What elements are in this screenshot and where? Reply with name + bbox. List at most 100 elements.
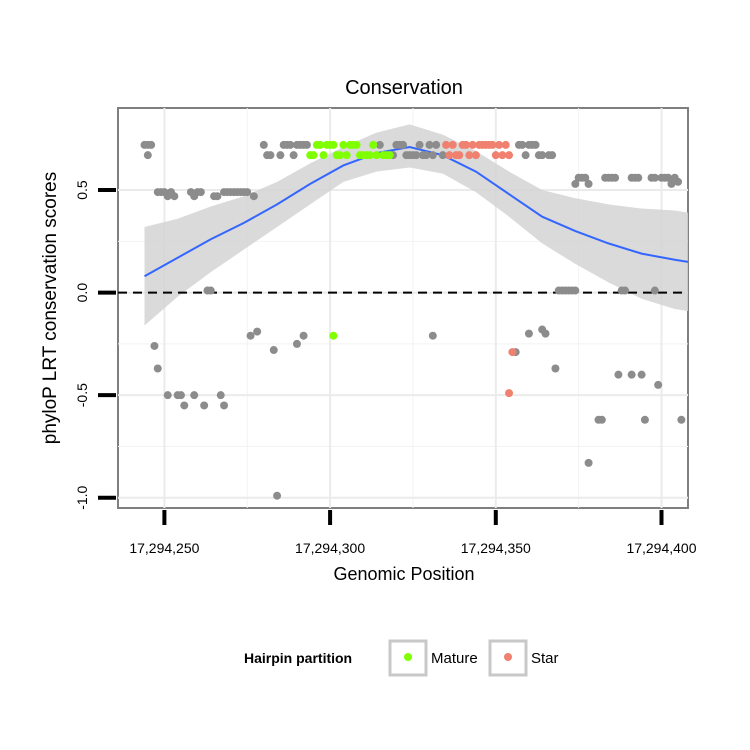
point-other — [650, 173, 659, 182]
point-other — [422, 151, 431, 160]
point-mature — [319, 151, 328, 160]
point-star — [455, 151, 464, 160]
y-tick-label: 0.5 — [74, 180, 90, 200]
point-other — [196, 188, 205, 197]
point-other — [273, 491, 282, 500]
y-axis-label: phyloP LRT conservation scores — [40, 172, 61, 445]
point-other — [611, 173, 620, 182]
point-star — [465, 151, 474, 160]
point-other — [634, 173, 643, 182]
point-star — [461, 140, 470, 149]
point-other — [412, 151, 421, 160]
point-star — [495, 140, 504, 149]
point-other — [289, 151, 298, 160]
point-mature — [342, 151, 351, 160]
confidence-ribbon-layer — [144, 124, 688, 326]
point-other — [216, 391, 225, 400]
point-other — [200, 401, 209, 410]
point-star — [505, 389, 514, 398]
legend-title: Hairpin partition — [244, 650, 352, 666]
y-tick-label: -0.5 — [74, 383, 90, 407]
point-other — [584, 458, 593, 467]
point-star — [488, 140, 497, 149]
point-other — [206, 286, 215, 295]
point-other — [176, 391, 185, 400]
point-other — [581, 173, 590, 182]
point-other — [637, 370, 646, 379]
x-axis-label: Genomic Position — [333, 564, 474, 584]
point-other — [538, 151, 547, 160]
point-other — [220, 401, 229, 410]
x-tick-label: 17,294,400 — [626, 540, 696, 556]
x-tick-label: 17,294,250 — [129, 540, 199, 556]
smooth-curve — [144, 145, 689, 278]
point-other — [548, 151, 557, 160]
point-other — [180, 401, 189, 410]
point-other — [674, 177, 683, 186]
point-other — [425, 140, 434, 149]
confidence-ribbon — [144, 124, 688, 326]
points-layer — [140, 140, 686, 500]
point-other — [584, 179, 593, 188]
legend-key-star-dot — [504, 653, 512, 661]
point-star — [491, 151, 500, 160]
legend-label-mature: Mature — [431, 650, 478, 667]
point-star — [471, 151, 480, 160]
point-other — [170, 192, 179, 201]
point-mature — [329, 331, 338, 340]
point-other — [292, 339, 301, 348]
point-other — [654, 380, 663, 389]
point-other — [551, 364, 560, 373]
point-other — [249, 192, 258, 201]
point-mature — [329, 140, 338, 149]
point-mature — [352, 140, 361, 149]
legend-label-star: Star — [531, 650, 559, 667]
x-tick-label: 17,294,300 — [295, 540, 365, 556]
legend-key-mature-dot — [404, 653, 412, 661]
point-star — [468, 140, 477, 149]
point-other — [432, 140, 441, 149]
point-other — [375, 140, 384, 149]
point-other — [531, 140, 540, 149]
point-other — [428, 331, 437, 340]
point-other — [253, 327, 262, 336]
point-other — [667, 179, 676, 188]
point-other — [153, 364, 162, 373]
point-other — [571, 179, 580, 188]
chart-title: Conservation — [345, 77, 463, 99]
point-other — [276, 151, 285, 160]
plot-panel — [117, 107, 689, 509]
point-star — [508, 348, 517, 357]
point-star — [445, 151, 454, 160]
point-star — [505, 151, 514, 160]
point-other — [213, 192, 222, 201]
point-star — [498, 151, 507, 160]
point-other — [621, 286, 630, 295]
point-other — [571, 286, 580, 295]
point-other — [302, 140, 311, 149]
point-other — [190, 391, 199, 400]
point-other — [677, 415, 686, 424]
point-mature — [385, 151, 394, 160]
axes-layer: 17,294,250 17,294,300 17,294,350 17,294,400… — [74, 180, 697, 556]
point-other — [521, 151, 530, 160]
point-other — [664, 173, 673, 182]
point-mature — [316, 140, 325, 149]
point-mature — [336, 151, 345, 160]
point-other — [541, 329, 550, 338]
y-tick-label: -1.0 — [74, 485, 90, 509]
point-other — [428, 151, 437, 160]
point-other — [627, 370, 636, 379]
point-other — [246, 331, 255, 340]
point-mature — [372, 151, 381, 160]
point-other — [147, 140, 156, 149]
point-other — [614, 370, 623, 379]
legend: Hairpin partition Mature Star — [244, 639, 559, 677]
point-mature — [339, 140, 348, 149]
x-tick-label: 17,294,350 — [461, 540, 531, 556]
point-other — [286, 140, 295, 149]
point-mature — [309, 151, 318, 160]
point-mature — [365, 151, 374, 160]
point-other — [518, 140, 527, 149]
point-other — [438, 151, 447, 160]
